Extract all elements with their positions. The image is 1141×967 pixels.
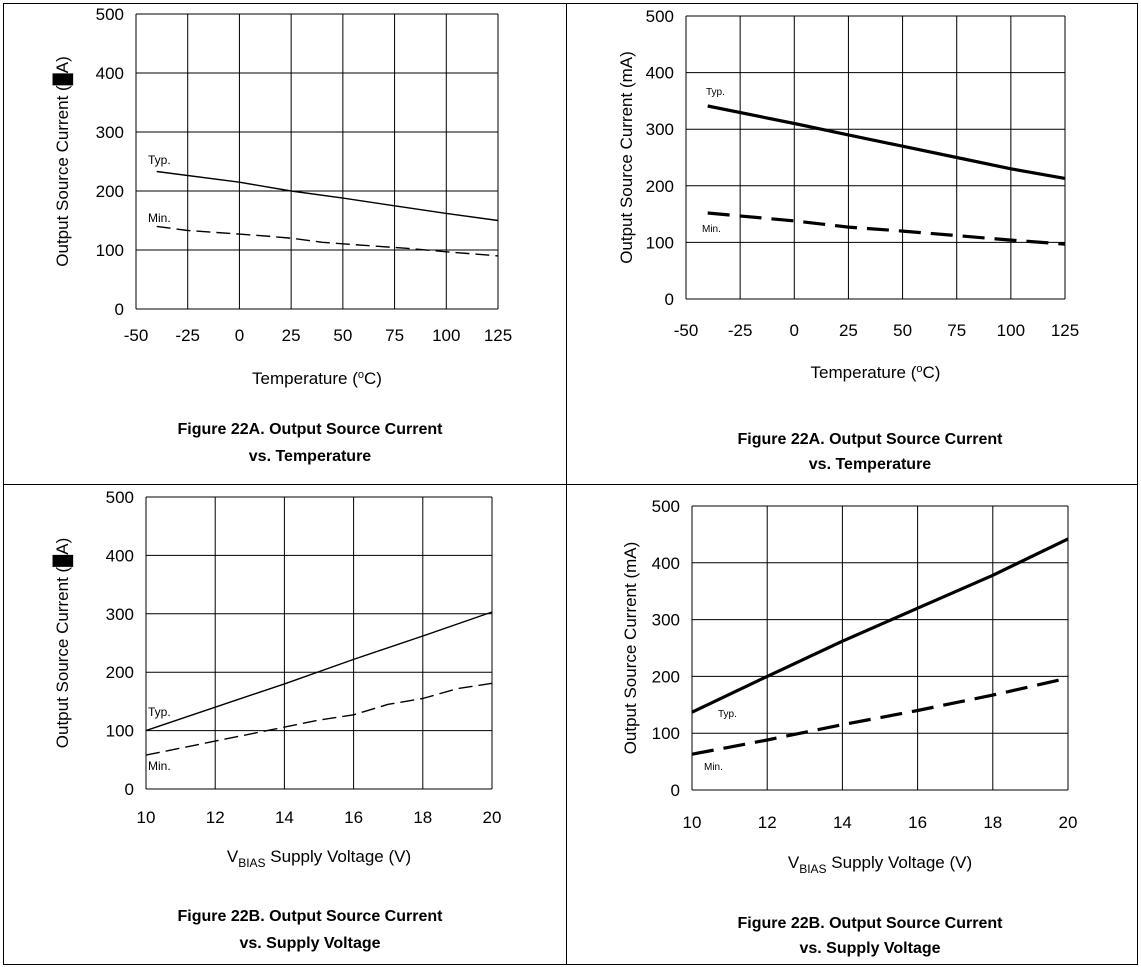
- figure-caption-line-2: vs. Temperature: [809, 456, 932, 473]
- y-tick-label: 200: [96, 182, 124, 201]
- series-label-min: Min.: [704, 762, 723, 773]
- x-tick-label: 100: [997, 321, 1025, 340]
- x-tick-label: 16: [344, 808, 363, 827]
- y-tick-label: 200: [652, 667, 680, 686]
- series-line-min: [156, 225, 499, 257]
- x-tick-label: 12: [206, 808, 225, 827]
- series-line-typ: [707, 104, 1066, 180]
- figure-caption-line-2: vs. Temperature: [249, 448, 372, 465]
- y-tick-label: 100: [96, 241, 124, 260]
- x-tick-label: 20: [1059, 813, 1078, 832]
- chart-2: -50 -25 0 25 50 75 100 125 0 100 200 300 400 500 Tempe…: [617, 7, 1079, 473]
- x-tick-label: 16: [908, 813, 927, 832]
- y-tick-label: 500: [652, 497, 680, 516]
- x-tick-label: 0: [235, 326, 244, 345]
- x-tick-label: 20: [483, 808, 502, 827]
- series-line-min: [691, 676, 1069, 756]
- series-line-min: [707, 211, 1066, 246]
- y-tick-label: 400: [106, 546, 134, 565]
- y-tick-label: 300: [646, 120, 674, 139]
- y-tick-label: 0: [115, 300, 124, 319]
- series-label-typ: Typ.: [148, 705, 171, 719]
- y-tick-label: 500: [646, 7, 674, 26]
- series-line-min: [145, 682, 493, 756]
- x-tick-label: 75: [385, 326, 404, 345]
- series-label-typ: Typ.: [706, 87, 725, 98]
- x-tick-label: -50: [674, 321, 699, 340]
- series-label-min: Min.: [148, 759, 171, 773]
- y-axis-label: Output Source Current (mA): [621, 542, 640, 755]
- figure-caption-line-1: Figure 22A. Output Source Current: [178, 421, 444, 438]
- series-label-min: Min.: [702, 224, 721, 235]
- series-label-typ: Typ.: [148, 153, 171, 167]
- x-tick-label: 25: [839, 321, 858, 340]
- table-divider-horizontal: [3, 484, 1138, 485]
- y-tick-label: 400: [646, 64, 674, 83]
- y-axis-label: Output Source Current (█A): [52, 538, 74, 748]
- x-tick-label: 18: [983, 813, 1002, 832]
- figure-caption-line-2: vs. Supply Voltage: [239, 935, 380, 952]
- y-tick-label: 500: [106, 488, 134, 507]
- chart-1: -50 -25 0 25 50 75 100 125 0 100 200 300 400 500 Tempe…: [52, 5, 512, 465]
- y-tick-label: 200: [646, 177, 674, 196]
- y-tick-label: 300: [106, 605, 134, 624]
- x-tick-label: 18: [413, 808, 432, 827]
- y-tick-label: 300: [96, 123, 124, 142]
- x-tick-label: 14: [833, 813, 852, 832]
- x-tick-label: 10: [137, 808, 156, 827]
- x-axis-label: VBIAS Supply Voltage (V): [227, 847, 411, 870]
- series-line-typ: [145, 611, 493, 732]
- x-tick-label: 0: [790, 321, 799, 340]
- x-tick-label: -25: [728, 321, 753, 340]
- series-label-typ: Typ.: [718, 709, 737, 720]
- y-tick-label: 400: [96, 64, 124, 83]
- y-tick-label: 100: [646, 233, 674, 252]
- x-axis-label: VBIAS Supply Voltage (V): [788, 853, 972, 876]
- x-tick-label: 50: [893, 321, 912, 340]
- y-axis-label: Output Source Current (mA): [617, 51, 636, 264]
- y-tick-label: 100: [652, 724, 680, 743]
- x-axis-label: Temperature (oC): [252, 369, 382, 388]
- x-tick-label: -25: [175, 326, 200, 345]
- x-tick-label: 125: [1051, 321, 1079, 340]
- figure-caption-line-1: Figure 22A. Output Source Current: [738, 431, 1004, 448]
- figure-caption-line-1: Figure 22B. Output Source Current: [738, 915, 1004, 932]
- x-tick-label: 125: [484, 326, 512, 345]
- figure-caption-line-2: vs. Supply Voltage: [799, 940, 940, 957]
- y-tick-label: 0: [665, 290, 674, 309]
- y-tick-label: 0: [125, 780, 134, 799]
- y-tick-label: 0: [671, 781, 680, 800]
- y-tick-label: 300: [652, 611, 680, 630]
- x-tick-label: -50: [124, 326, 149, 345]
- x-tick-label: 50: [333, 326, 352, 345]
- series-label-min: Min.: [148, 211, 171, 225]
- y-tick-label: 400: [652, 554, 680, 573]
- y-tick-label: 500: [96, 5, 124, 24]
- y-axis-label: Output Source Current (█A): [52, 56, 74, 266]
- x-tick-label: 75: [947, 321, 966, 340]
- figure-caption-line-1: Figure 22B. Output Source Current: [178, 908, 444, 925]
- x-axis-label: Temperature (oC): [811, 363, 941, 382]
- y-tick-label: 100: [106, 722, 134, 741]
- x-tick-label: 12: [758, 813, 777, 832]
- y-tick-label: 200: [106, 663, 134, 682]
- x-tick-label: 10: [683, 813, 702, 832]
- series-line-typ: [691, 537, 1069, 714]
- x-tick-label: 100: [432, 326, 460, 345]
- series-line-typ: [156, 170, 499, 222]
- x-tick-label: 25: [282, 326, 301, 345]
- x-tick-label: 14: [275, 808, 294, 827]
